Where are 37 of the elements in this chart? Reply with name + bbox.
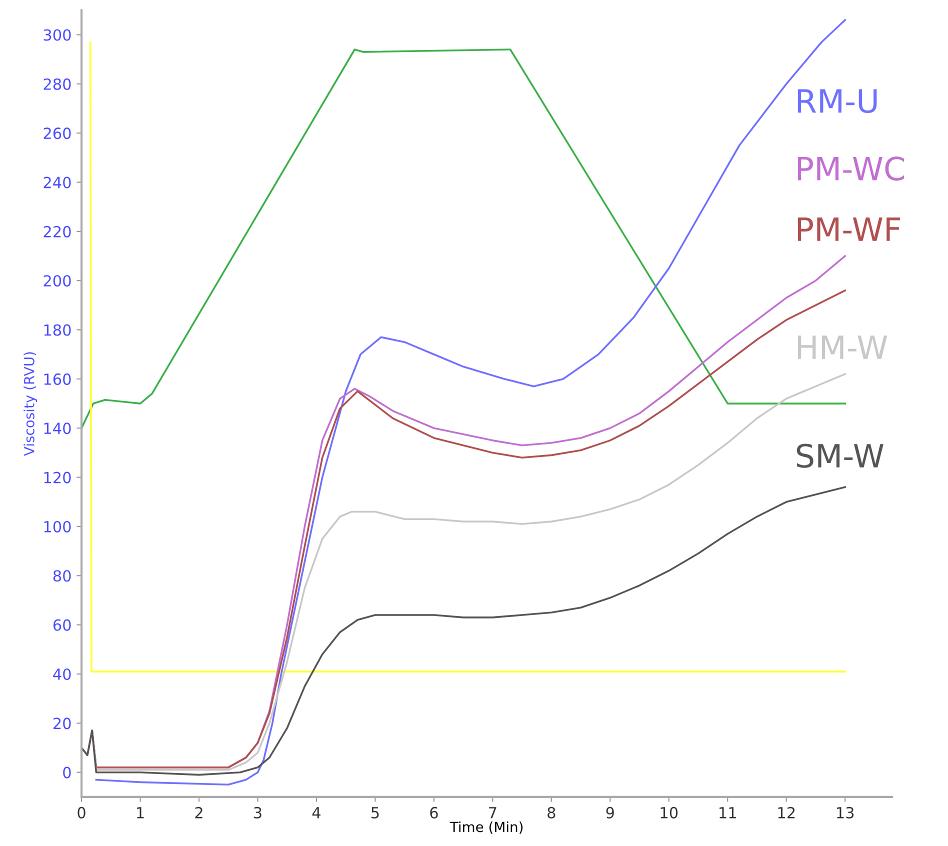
y-tick-label: 60 [53, 619, 71, 631]
x-tick-label: 5 [372, 807, 379, 818]
y-tick-label: 80 [53, 570, 71, 582]
x-tick-label: 0 [78, 806, 86, 818]
x-tick-label: 11 [720, 807, 736, 818]
y-tick-label: 20 [53, 718, 71, 730]
y-axis-title: Viscosity (RVU) [24, 352, 38, 456]
x-tick-label: 13 [837, 806, 854, 818]
y-tick-label: 180 [44, 324, 71, 336]
y-tick-label: 260 [44, 128, 71, 140]
x-tick-label: 1 [137, 807, 144, 818]
x-axis-title: Time (Min) [450, 821, 523, 834]
line-series [82, 486, 846, 776]
series-label: PM-WF [798, 218, 900, 241]
y-tick-label: 220 [44, 226, 71, 238]
x-tick-label: 12 [778, 806, 795, 818]
y-tick-label: 140 [44, 422, 71, 434]
y-tick-label: 280 [44, 78, 71, 90]
x-tick-label: 10 [660, 806, 678, 818]
x-tick-label: 3 [254, 806, 262, 818]
y-tick-label: 40 [53, 668, 71, 680]
series-label: RM-U [798, 89, 877, 114]
x-tick-label: 8 [548, 806, 556, 818]
x-tick-label: 6 [430, 806, 438, 818]
y-tick-label: 200 [44, 275, 71, 287]
y-tick-label: 160 [44, 373, 71, 385]
y-tick-label: 300 [44, 29, 71, 41]
text: PM-WC [798, 156, 904, 181]
series-label: SM-W [796, 444, 884, 468]
x-tick-label: 4 [312, 807, 320, 818]
y-tick-label: 240 [44, 176, 71, 188]
y-tick-label: 0 [63, 766, 71, 778]
x-tick-label: 2 [195, 806, 202, 818]
x-tick-label: 7 [489, 807, 496, 818]
x-tick-label: 9 [606, 806, 614, 818]
y-tick-label: 120 [44, 472, 71, 484]
y-tick-label: 100 [44, 520, 71, 532]
